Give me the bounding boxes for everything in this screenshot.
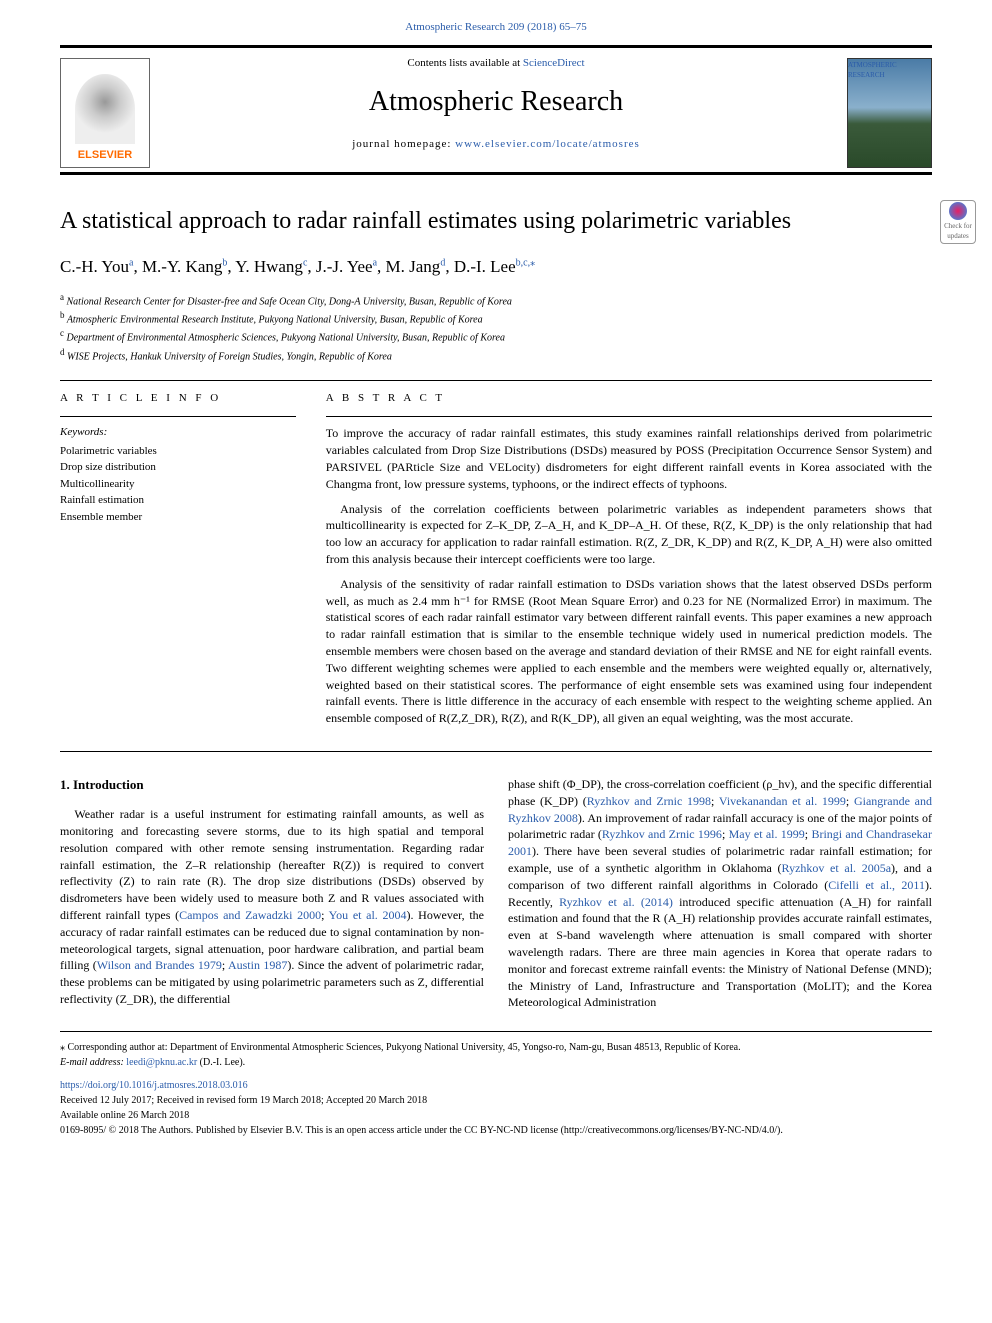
elsevier-tree-icon [75,74,135,144]
keywords-label: Keywords: [60,425,296,440]
citation-link[interactable]: Ryzhkov et al. (2014) [559,895,673,909]
available-online: Available online 26 March 2018 [60,1108,932,1123]
homepage-prefix: journal homepage: [352,138,455,150]
affil-sup: d [60,347,65,357]
abstract-p1: To improve the accuracy of radar rainfal… [326,425,932,492]
citation-link[interactable]: Ryzhkov and Zrnic 1996 [602,827,722,841]
badge-line1: Check for [944,222,972,232]
affil-sup: a [60,292,64,302]
body-columns: 1. Introduction Weather radar is a usefu… [60,776,932,1011]
author: M.-Y. Kang [142,257,222,276]
article-info-block: A R T I C L E I N F O Keywords: Polarime… [60,391,296,735]
citation-link[interactable]: Vivekanandan et al. 1999 [719,794,846,808]
affil-sup: c [60,328,64,338]
divider [326,416,932,417]
check-updates-badge[interactable]: Check for updates [940,200,976,244]
citation-link[interactable]: May et al. 1999 [729,827,805,841]
author: Y. Hwang [235,257,303,276]
citation-link[interactable]: Ryzhkov et al. 2005a [782,861,891,875]
affil-text: Department of Environmental Atmospheric … [67,333,505,344]
cover-label: ATMOSPHERIC RESEARCH [848,61,931,81]
keyword: Ensemble member [60,509,296,526]
contents-prefix: Contents lists available at [407,57,522,69]
intro-heading: 1. Introduction [60,776,484,794]
corresponding-author: ⁎ Corresponding author at: Department of… [60,1040,932,1055]
intro-text: Weather radar is a useful instrument for… [60,807,484,922]
email-label: E-mail address: [60,1057,126,1068]
citation-link[interactable]: Cifelli et al., 2011 [828,878,925,892]
author: D.-I. Lee [454,257,516,276]
citation-link[interactable]: Wilson and Brandes 1979 [97,958,222,972]
affiliation: d WISE Projects, Hankuk University of Fo… [60,346,932,364]
email-line: E-mail address: leedi@pknu.ac.kr (D.-I. … [60,1055,932,1070]
author: C.-H. You [60,257,129,276]
author-sup[interactable]: b [222,257,227,268]
journal-cover-thumbnail: ATMOSPHERIC RESEARCH [847,58,932,168]
abstract-p3: Analysis of the sensitivity of radar rai… [326,576,932,727]
keyword: Multicollinearity [60,476,296,493]
journal-reference: Atmospheric Research 209 (2018) 65–75 [60,20,932,35]
journal-name: Atmospheric Research [160,82,832,121]
author-sup[interactable]: d [440,257,445,268]
intro-text: introduced specific attenuation (A_H) fo… [508,895,932,1010]
intro-text: ; [846,794,854,808]
keywords-list: Polarimetric variables Drop size distrib… [60,443,296,526]
divider [60,380,932,381]
divider [60,416,296,417]
affil-sup: b [60,310,65,320]
affil-text: Atmospheric Environmental Research Insti… [67,314,483,325]
doi-link[interactable]: https://doi.org/10.1016/j.atmosres.2018.… [60,1080,248,1091]
sciencedirect-link[interactable]: ScienceDirect [523,57,585,69]
publisher-name: ELSEVIER [78,148,132,163]
affiliation: c Department of Environmental Atmospheri… [60,327,932,345]
contents-line: Contents lists available at ScienceDirec… [160,56,832,71]
homepage-link[interactable]: www.elsevier.com/locate/atmosres [455,138,640,150]
publisher-logo: ELSEVIER [60,58,150,168]
abstract-block: A B S T R A C T To improve the accuracy … [326,391,932,735]
column-right: phase shift (Φ_DP), the cross-correlatio… [508,776,932,1011]
abstract-heading: A B S T R A C T [326,391,932,406]
keyword: Polarimetric variables [60,443,296,460]
citation-link[interactable]: Ryzhkov and Zrnic 1998 [587,794,711,808]
intro-paragraph: Weather radar is a useful instrument for… [60,806,484,1008]
author-sup[interactable]: c [303,257,307,268]
intro-text: ; [711,794,719,808]
author-sup[interactable]: b,c,⁎ [516,257,535,268]
affiliation: b Atmospheric Environmental Research Ins… [60,309,932,327]
email-author: (D.-I. Lee). [197,1057,245,1068]
abstract-p2: Analysis of the correlation coefficients… [326,501,932,568]
keyword: Rainfall estimation [60,492,296,509]
author: M. Jang [386,257,441,276]
author-list: C.-H. Youa, M.-Y. Kangb, Y. Hwangc, J.-J… [60,255,932,279]
intro-text: ; [321,908,329,922]
affil-text: WISE Projects, Hankuk University of Fore… [67,351,392,362]
citation-link[interactable]: Austin 1987 [228,958,287,972]
page-footer: ⁎ Corresponding author at: Department of… [60,1031,932,1138]
intro-text: ; [722,827,729,841]
affil-text: National Research Center for Disaster-fr… [67,296,512,307]
citation-link[interactable]: Campos and Zawadzki 2000 [179,908,321,922]
updates-icon [949,202,967,220]
journal-header: ELSEVIER ATMOSPHERIC RESEARCH Contents l… [60,45,932,175]
intro-paragraph: phase shift (Φ_DP), the cross-correlatio… [508,776,932,1011]
article-title: A statistical approach to radar rainfall… [60,205,932,239]
affiliation: a National Research Center for Disaster-… [60,291,932,309]
author: J.-J. Yee [316,257,373,276]
keyword: Drop size distribution [60,459,296,476]
article-info-heading: A R T I C L E I N F O [60,391,296,406]
dates-line: Received 12 July 2017; Received in revis… [60,1093,932,1108]
citation-link[interactable]: You et al. 2004 [329,908,407,922]
column-left: 1. Introduction Weather radar is a usefu… [60,776,484,1011]
email-link[interactable]: leedi@pknu.ac.kr [126,1057,197,1068]
issn-copyright: 0169-8095/ © 2018 The Authors. Published… [60,1123,932,1138]
author-sup[interactable]: a [373,257,377,268]
badge-line2: updates [947,232,968,242]
affiliations: a National Research Center for Disaster-… [60,291,932,364]
homepage-line: journal homepage: www.elsevier.com/locat… [160,137,832,152]
divider [60,751,932,752]
author-sup[interactable]: a [129,257,133,268]
